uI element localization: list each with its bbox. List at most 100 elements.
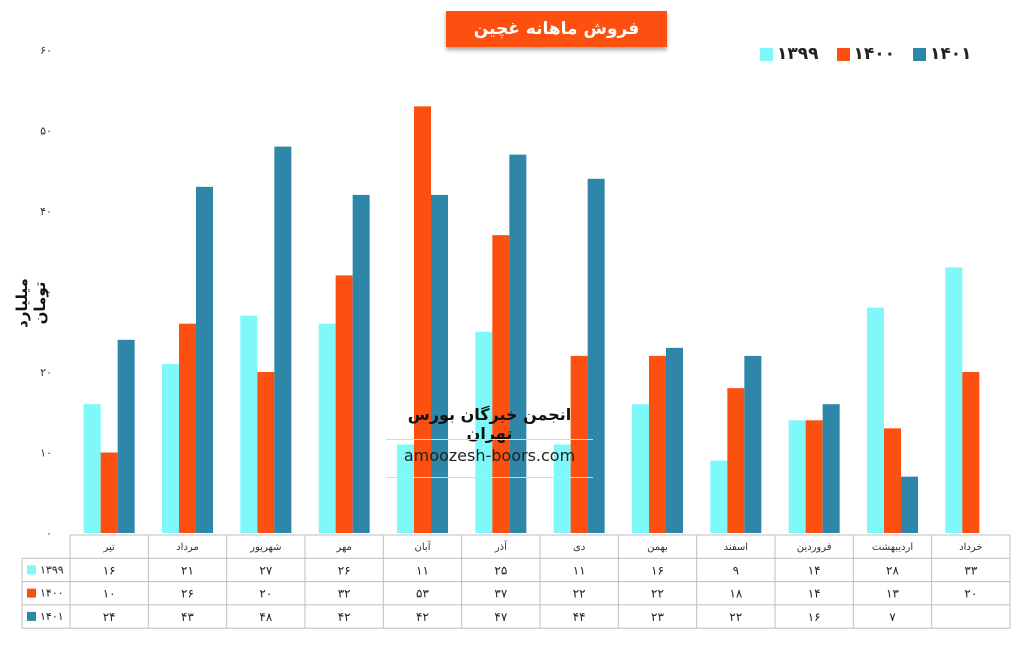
table-series-name: ۱۴۰۰	[40, 587, 64, 600]
data-label: ۲۶	[181, 587, 194, 601]
data-label: ۴۲	[416, 610, 429, 624]
watermark-divider-bottom	[386, 477, 593, 478]
bar	[867, 307, 884, 533]
data-label: ۲۰	[964, 587, 977, 601]
y-tick-label: ۱۰	[40, 447, 52, 460]
data-label: ۳۲	[338, 587, 351, 601]
bar	[274, 146, 292, 533]
bar	[884, 428, 901, 533]
y-tick-label: ۲۰	[40, 366, 52, 379]
table-legend-swatch	[27, 611, 36, 621]
bar	[196, 186, 213, 533]
data-label: ۱۳	[886, 587, 899, 601]
data-label: ۱۶	[808, 610, 821, 624]
legend-swatch-1401	[913, 47, 927, 61]
bar	[352, 194, 370, 533]
data-label: ۴۴	[573, 610, 586, 624]
bar	[632, 404, 649, 533]
bar	[805, 420, 823, 533]
data-label: ۲۸	[886, 563, 899, 577]
data-label: ۲۲	[573, 587, 586, 601]
bar	[335, 275, 353, 533]
y-tick-label: ۵۰	[40, 125, 52, 138]
watermark-url: amoozesh-boors.com	[403, 446, 576, 465]
data-label: ۱۶	[651, 563, 664, 577]
table-series-name: ۱۳۹۹	[40, 563, 64, 576]
bar	[570, 355, 588, 533]
bar	[117, 339, 135, 533]
bar	[414, 106, 431, 533]
data-label: ۱۱	[573, 563, 586, 577]
data-label: ۲۴	[103, 610, 116, 624]
data-label: ۲۷	[259, 563, 272, 577]
data-label: ۲۱	[181, 563, 194, 577]
bar	[179, 323, 196, 533]
data-label: ۲۳	[651, 610, 664, 624]
bar	[945, 267, 963, 533]
bar	[492, 235, 510, 533]
bar	[962, 372, 980, 533]
legend-swatch-1399	[760, 47, 773, 61]
x-tick-label: اردیبهشت	[872, 542, 913, 553]
bar	[509, 154, 527, 533]
bar	[727, 388, 745, 533]
data-label: ۱۱	[416, 563, 429, 577]
legend-item-1401: ۱۴۰۱	[913, 44, 972, 64]
bar	[901, 476, 918, 533]
legend-item-1399: ۱۳۹۹	[760, 44, 819, 64]
y-tick-label: ۰	[46, 527, 52, 540]
y-tick-label: ۶۰	[40, 44, 52, 57]
x-tick-label: مرداد	[176, 542, 199, 553]
x-tick-label: دی	[573, 542, 585, 553]
bar	[431, 194, 448, 533]
bar	[162, 363, 179, 533]
bar	[553, 444, 571, 533]
bar	[744, 355, 762, 533]
legend-item-1400: ۱۴۰۰	[836, 44, 896, 64]
chart-title: فروش ماهانه غچین	[446, 11, 667, 47]
data-label: ۲۲	[729, 610, 742, 624]
table-legend-swatch	[27, 588, 36, 598]
bar	[240, 315, 258, 533]
bar	[822, 404, 840, 533]
data-label: ۳۷	[494, 587, 507, 601]
bar	[100, 452, 118, 533]
data-label: ۴۳	[181, 610, 194, 624]
data-label: ۴۲	[338, 610, 351, 624]
y-axis-label: میلیارد تومان	[13, 278, 49, 328]
data-label: ۹	[733, 563, 739, 577]
watermark-title: انجمن خبرگان بورس تهران	[407, 405, 572, 443]
data-label: ۲۲	[651, 587, 664, 601]
data-label: ۱۸	[729, 587, 742, 601]
bar	[257, 372, 275, 533]
bar	[649, 355, 666, 533]
x-tick-label: آذر	[494, 540, 508, 553]
x-tick-label: مهر	[335, 542, 351, 553]
data-label: ۱۶	[103, 563, 116, 577]
x-tick-label: اسفند	[724, 542, 748, 553]
legend-swatch-1400	[836, 47, 850, 61]
bar	[397, 444, 414, 533]
x-tick-label: تیر	[103, 542, 116, 553]
data-label: ۵۳	[416, 587, 429, 601]
bar	[710, 460, 728, 533]
table-series-name: ۱۴۰۱	[40, 610, 64, 623]
data-label: ۱۴	[808, 563, 821, 577]
data-label: ۱۴	[808, 587, 821, 601]
x-tick-label: بهمن	[647, 542, 668, 553]
bar	[475, 331, 493, 533]
bar	[587, 178, 605, 534]
data-label: ۲۰	[259, 587, 272, 601]
data-label: ۱۰	[103, 587, 116, 601]
x-tick-label: شهریور	[249, 542, 281, 553]
data-label: ۳۳	[964, 563, 977, 577]
x-tick-label: خرداد	[959, 542, 982, 553]
y-tick-label: ۳۰	[40, 286, 52, 299]
legend-label-1400: ۱۴۰۰	[853, 44, 896, 64]
bar	[83, 404, 101, 533]
legend: ۱۳۹۹ ۱۴۰۰ ۱۴۰۱	[760, 44, 972, 64]
data-label: ۴۸	[259, 610, 272, 624]
legend-label-1399: ۱۳۹۹	[777, 44, 819, 64]
data-label: ۷	[889, 610, 896, 624]
bar	[788, 420, 806, 533]
